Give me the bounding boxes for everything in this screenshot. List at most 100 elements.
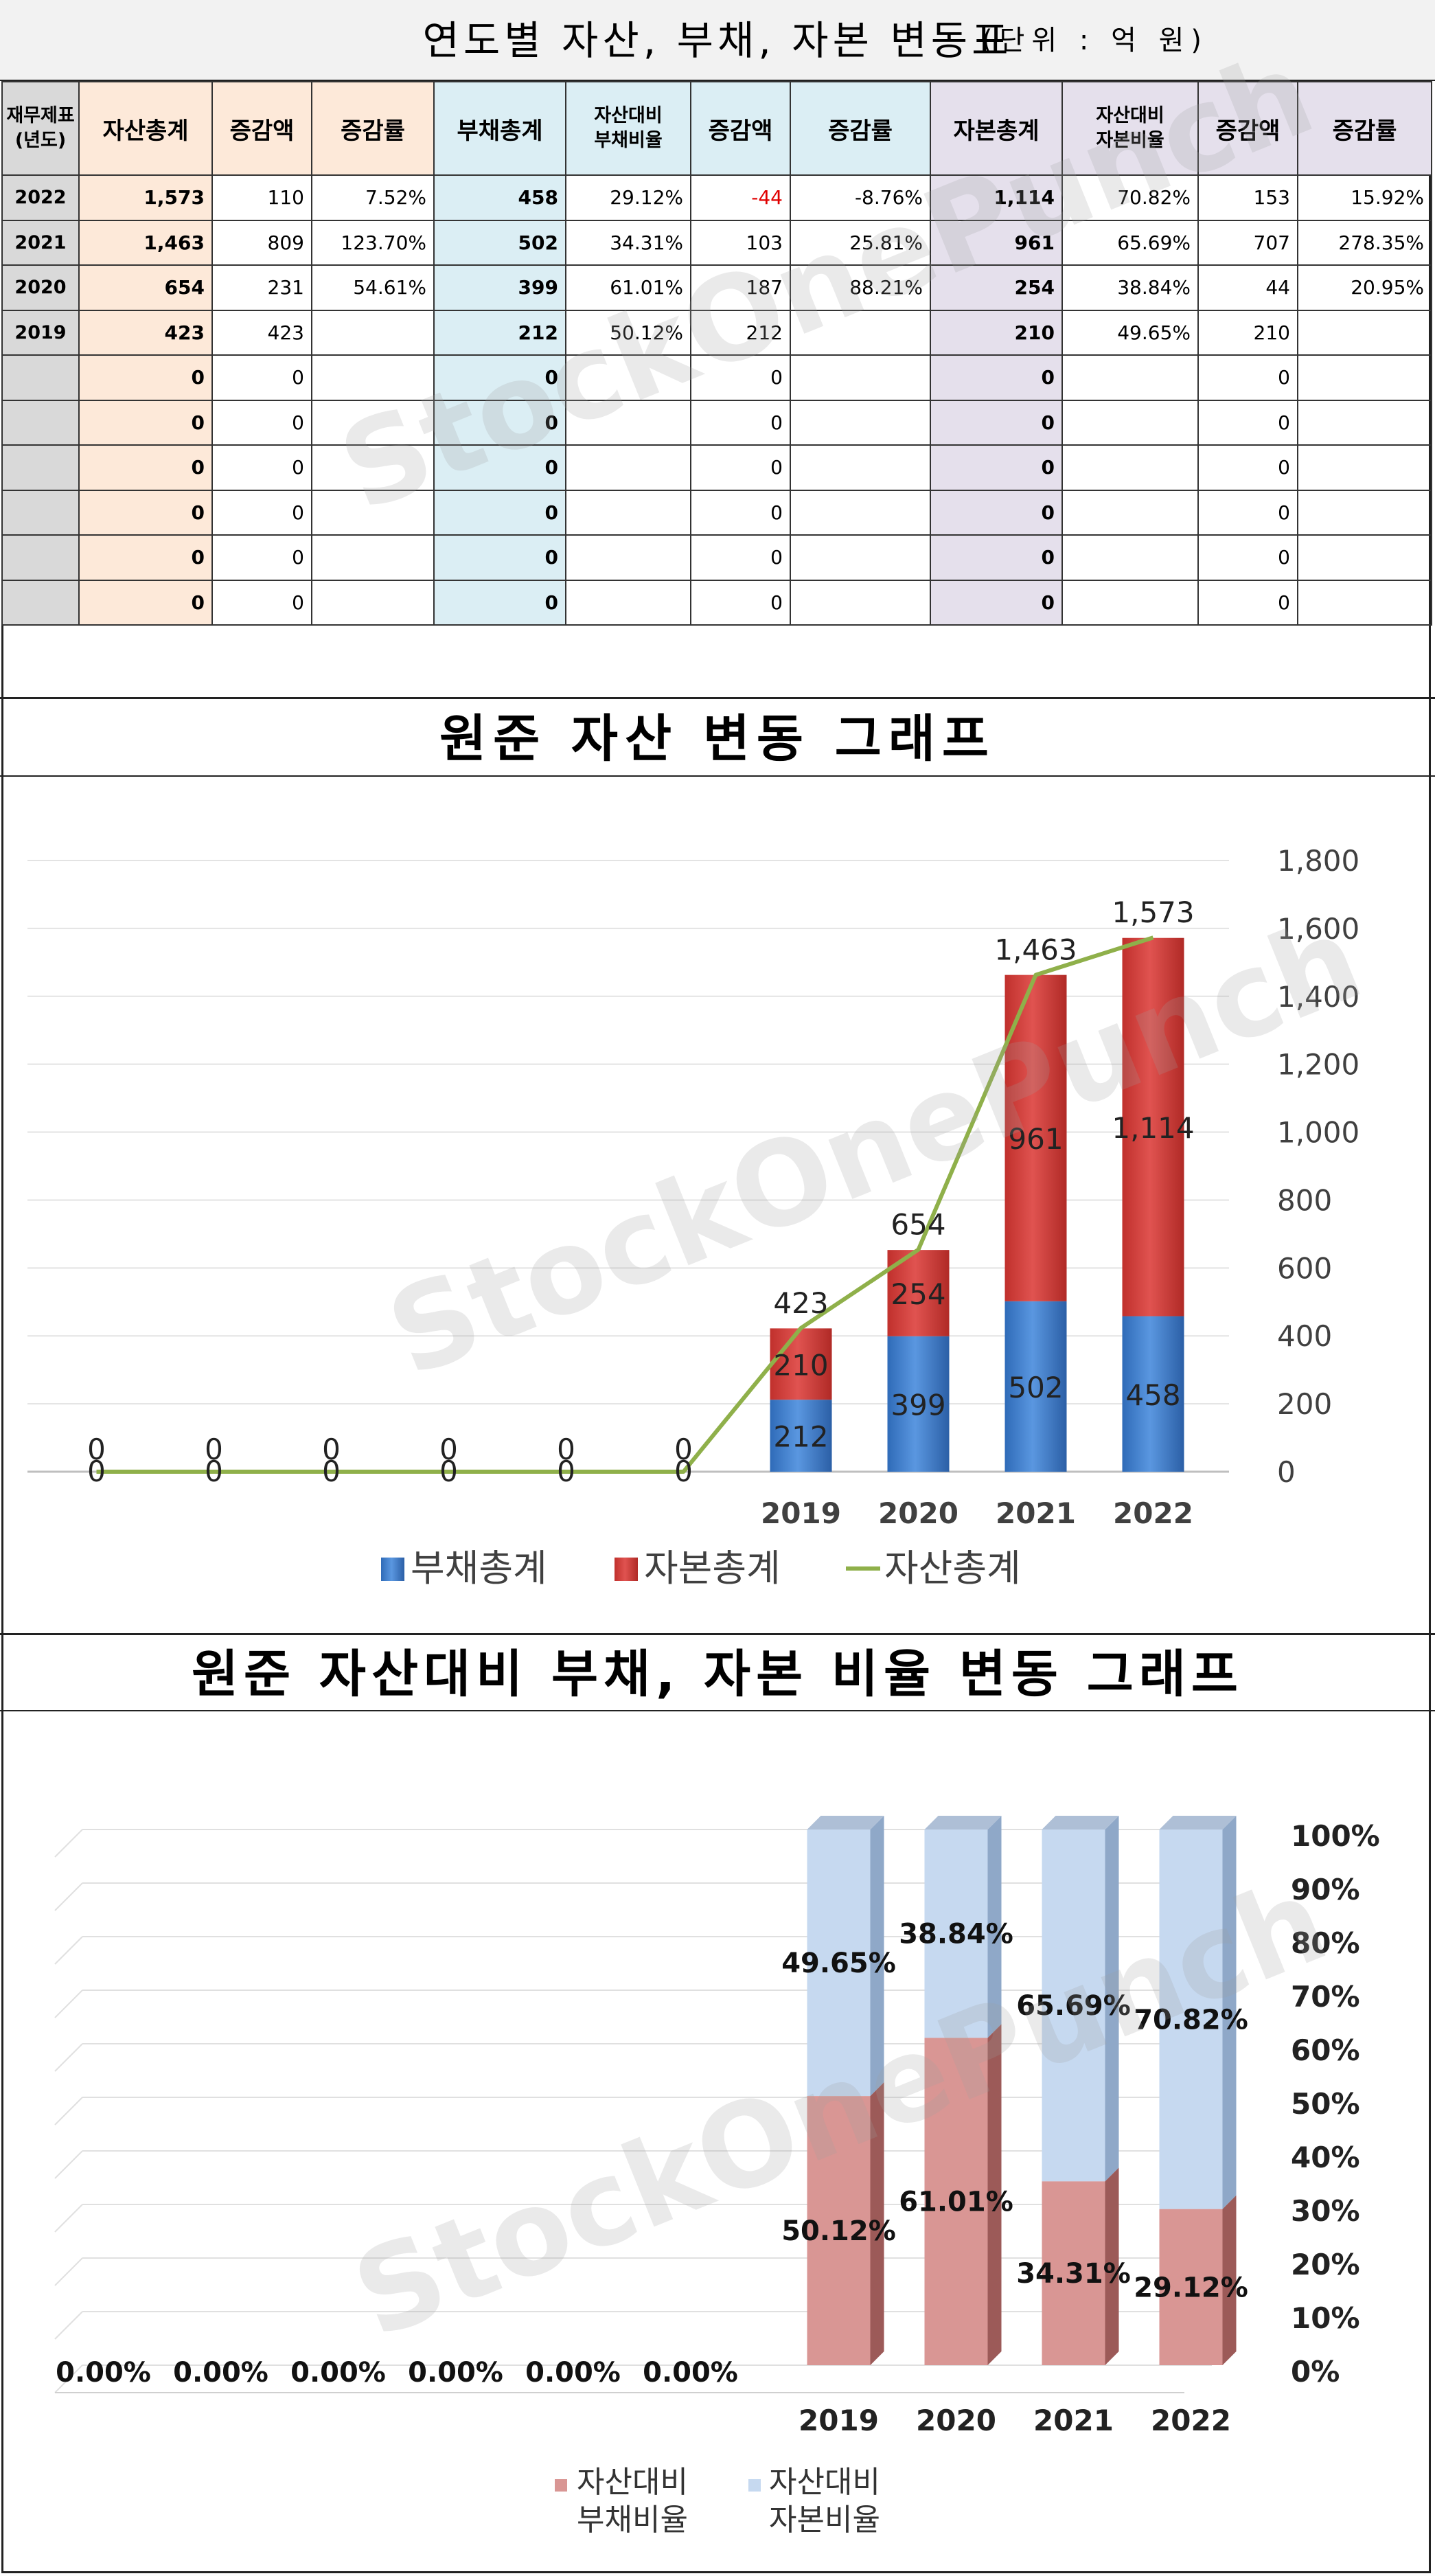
gridline-depth	[54, 1882, 83, 1911]
table-title-bar: 연도별 자산, 부채, 자본 변동표 (단위 : 억 원)	[0, 0, 1435, 81]
table-header-cell: 증감액	[690, 81, 791, 176]
bar-debt	[887, 1336, 950, 1472]
table-cell	[565, 399, 691, 446]
table-cell: 0	[211, 579, 312, 626]
table-cell: 0	[930, 444, 1063, 491]
table-cell	[311, 354, 435, 401]
bar-debt-ratio	[924, 2038, 988, 2365]
gridline-depth	[54, 1990, 83, 2018]
table-cell	[790, 489, 931, 536]
table-cell	[1061, 579, 1199, 626]
bar-equity-ratio	[1042, 1830, 1105, 2182]
table-cell	[311, 399, 435, 446]
table-cell	[790, 399, 931, 446]
y-tick-label: 60%	[1291, 2033, 1360, 2067]
table-cell: 423	[211, 309, 312, 356]
table-cell: 0	[78, 579, 213, 626]
table-cell: 399	[433, 264, 566, 311]
table-cell	[565, 354, 691, 401]
y-tick-label: 30%	[1291, 2194, 1360, 2228]
table-cell	[790, 309, 931, 356]
table-cell	[1, 489, 80, 536]
data-label-asset: 1,463	[994, 933, 1077, 967]
table-cell: 423	[78, 309, 213, 356]
table-cell: 29.12%	[565, 174, 691, 221]
legend-label-equity-ratio: 자본비율	[769, 2503, 880, 2538]
y-tick-label: 0	[1277, 1455, 1296, 1489]
bar-equity-ratio	[1159, 1830, 1223, 2209]
table-cell: 458	[433, 174, 566, 221]
data-label-asset: 1,573	[1112, 896, 1194, 929]
data-label-equity: 254	[891, 1277, 945, 1311]
bar-debt	[1122, 1316, 1184, 1472]
line-asset-total	[96, 935, 1154, 1474]
table-cell: 0	[690, 354, 791, 401]
chart1-title: 원준 자산 변동 그래프	[439, 709, 996, 768]
table-cell	[565, 489, 691, 536]
table-cell: 54.61%	[311, 264, 435, 311]
bar-debt	[1004, 1301, 1067, 1472]
table-cell: 110	[211, 174, 312, 221]
table-cell: 65.69%	[1061, 219, 1199, 266]
table-cell: 25.81%	[790, 219, 931, 266]
table-cell: 7.52%	[311, 174, 435, 221]
table-cell: 1,573	[78, 174, 213, 221]
table-cell: 0	[930, 534, 1063, 581]
bar-equity-ratio	[924, 1830, 988, 2038]
table-cell	[565, 534, 691, 581]
table-cell	[311, 309, 435, 356]
table-cell: 123.70%	[311, 219, 435, 266]
table-cell: 2020	[1, 264, 80, 311]
table-cell: 49.65%	[1061, 309, 1199, 356]
table-cell: 502	[433, 219, 566, 266]
gridline-depth	[54, 2364, 83, 2393]
table-cell	[311, 534, 435, 581]
gridline-depth	[54, 2150, 83, 2179]
data-label-equity-ratio: 38.84%	[899, 1919, 1013, 1950]
x-tick-label: 2021	[1033, 2404, 1114, 2437]
data-label-debt: 0	[87, 1455, 106, 1488]
table-cell: 0	[690, 399, 791, 446]
table-header-cell: 자산대비 자본비율	[1061, 81, 1199, 176]
data-label-equity: 961	[1008, 1122, 1063, 1156]
x-tick-label: 2019	[799, 2404, 879, 2437]
table-cell: 1,114	[930, 174, 1063, 221]
table-cell	[565, 444, 691, 491]
bar-equity	[770, 1328, 832, 1400]
table-cell	[1061, 444, 1199, 491]
table-cell: 0	[690, 489, 791, 536]
chart2-title: 원준 자산대비 부채, 자본 비율 변동 그래프	[191, 1645, 1244, 1704]
legend-label-asset: 자산총계	[884, 1547, 1021, 1590]
table-cell: 0	[1197, 534, 1298, 581]
financial-table: 재무제표 (년도) 자산총계 증감액 증감률 부채총계 자산대비 부채비율 증감액 증감률 자본…	[1, 81, 1432, 626]
legend-label-equity: 자본총계	[644, 1547, 781, 1590]
table-cell: 0	[211, 354, 312, 401]
data-label-debt: 0	[205, 1455, 223, 1488]
table-row: 2022 1,573 110 7.52% 458 29.12% -44 -8.76% 1,114…	[1, 174, 1432, 221]
table-cell: 0	[78, 489, 213, 536]
table-cell: 0	[433, 579, 566, 626]
legend-label-debt-ratio: 자산대비	[577, 2465, 688, 2500]
table-header-cell: 재무제표 (년도)	[1, 81, 80, 176]
table-cell: 961	[930, 219, 1063, 266]
gridline-depth	[54, 1829, 83, 1858]
table-cell: 0	[690, 534, 791, 581]
table-cell	[1061, 534, 1199, 581]
table-cell: 0	[433, 534, 566, 581]
table-cell: 0	[78, 444, 213, 491]
data-label-asset: 0	[205, 1433, 223, 1466]
table-cell	[1, 534, 80, 581]
table-header-cell: 자산대비 부채비율	[565, 81, 691, 176]
table-cell: 212	[433, 309, 566, 356]
gridline-depth	[54, 2204, 83, 2233]
table-cell: 70.82%	[1061, 174, 1199, 221]
table-cell: 0	[211, 444, 312, 491]
y-tick-label: 1,200	[1277, 1048, 1359, 1082]
table-cell: -44	[690, 174, 791, 221]
bar-equity-top	[1159, 1816, 1237, 1830]
bar-debt-side	[870, 2082, 884, 2365]
y-tick-label: 1,400	[1277, 980, 1359, 1014]
table-cell: 707	[1197, 219, 1298, 266]
table-cell: 0	[78, 399, 213, 446]
